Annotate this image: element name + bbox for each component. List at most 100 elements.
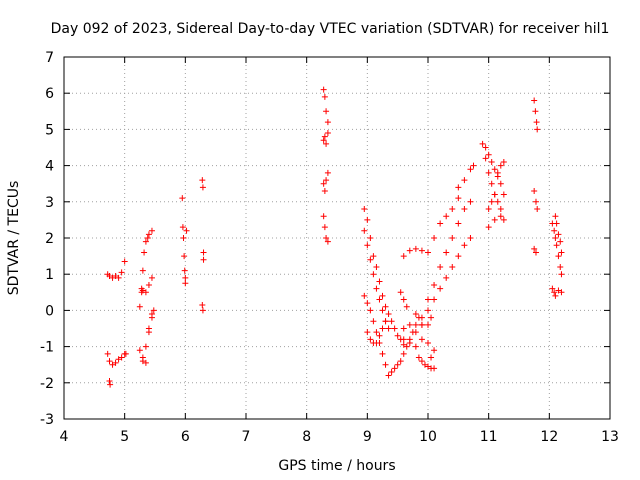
data-point [180,235,187,241]
data-point [367,235,374,241]
data-point [497,213,504,220]
data-point [533,119,540,126]
data-point [388,318,395,325]
data-point [385,311,392,318]
data-point [324,169,331,176]
data-point [388,368,395,375]
data-point [199,301,206,308]
data-point [382,303,389,310]
data-point [558,289,565,296]
data-point [443,213,450,220]
data-point [183,227,190,234]
data-point [373,339,380,346]
data-point [400,341,407,348]
data-point [500,191,507,198]
data-point [142,238,149,245]
data-point [364,216,371,223]
data-point [118,269,125,276]
data-point [179,195,186,202]
data-point [182,274,189,281]
data-point [497,180,504,187]
data-point [323,140,330,147]
x-tick-label: 6 [181,429,190,445]
data-point [428,365,435,372]
data-point [361,206,368,213]
y-tick-label: 4 [45,159,54,175]
data-point [179,224,186,231]
data-point [491,191,498,198]
data-point [370,271,377,278]
data-point [406,321,413,328]
data-point [532,108,539,115]
data-point [415,354,422,361]
data-point [364,242,371,249]
data-point [467,198,474,205]
data-point [412,245,419,252]
data-point [470,162,477,169]
data-point [418,247,425,254]
data-point [497,162,504,169]
data-point [145,325,152,332]
data-point [373,329,380,336]
data-point [461,242,468,249]
data-point [323,235,330,241]
x-tick-label: 11 [480,429,498,445]
data-point [397,358,404,365]
data-point [376,296,383,303]
data-point [122,350,129,357]
data-point [557,238,564,245]
data-point [500,216,507,223]
data-point [551,289,558,296]
data-point [391,365,398,372]
data-point [467,166,474,173]
data-point [534,206,541,213]
data-point [394,332,401,339]
data-point [200,256,207,263]
data-point [482,144,489,151]
data-point [500,158,507,165]
data-point [455,253,462,260]
data-point [104,350,111,357]
x-tick-label: 13 [601,429,619,445]
data-point [182,280,189,287]
data-point [431,235,438,241]
data-point [455,220,462,227]
data-point [494,198,501,205]
data-point [497,206,504,213]
data-point [112,273,119,280]
data-point [370,253,377,260]
data-point [321,224,328,231]
data-point [385,372,392,379]
data-point [148,227,155,234]
y-tick-label: 2 [45,231,54,247]
data-point [376,278,383,285]
data-point [555,253,562,260]
data-point [443,249,450,256]
data-point [145,231,152,238]
data-point [324,119,331,126]
data-point [532,198,539,205]
y-tick-label: 7 [45,50,54,66]
data-point [379,350,386,357]
y-tick-label: 1 [45,267,54,283]
data-point [200,249,207,256]
data-point [394,361,401,368]
data-point [552,235,559,241]
data-point [181,267,188,274]
y-tick-label: -3 [40,412,54,428]
data-point [107,381,114,388]
data-point [370,318,377,325]
data-point [549,285,556,292]
data-point [488,180,495,187]
plot-frame [63,56,611,420]
data-point [379,325,386,332]
data-point [461,206,468,213]
data-point [115,356,122,363]
data-point [361,227,368,234]
data-point [364,329,371,336]
data-point [418,358,425,365]
data-point [136,347,143,354]
data-point [321,93,328,100]
data-point [437,263,444,270]
